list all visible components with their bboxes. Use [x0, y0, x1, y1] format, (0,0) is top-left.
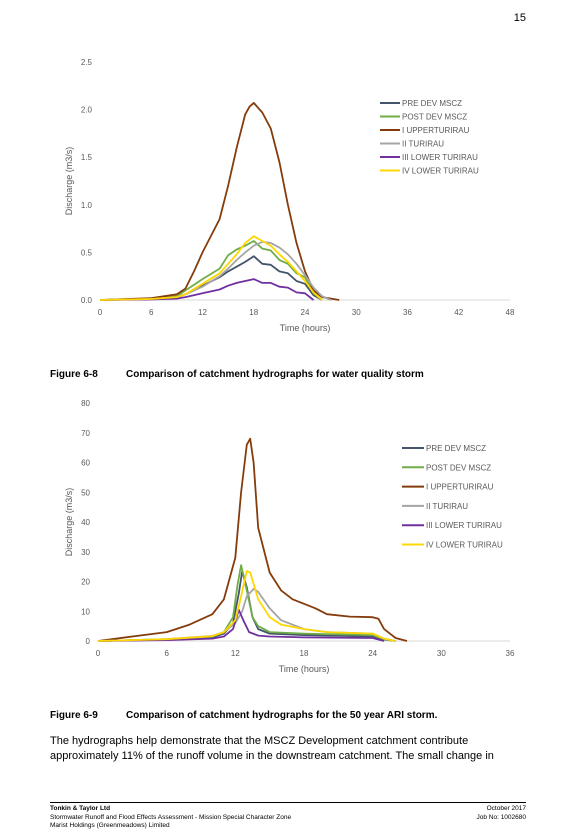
footer-date: October 2017 — [486, 805, 526, 812]
x-tick-label: 6 — [149, 308, 154, 317]
legend-label: PRE DEV MSCZ — [402, 99, 462, 108]
page-number: 15 — [513, 12, 526, 24]
legend-label: III LOWER TURIRAU — [426, 521, 502, 530]
x-tick-label: 12 — [231, 649, 240, 658]
y-axis-title: Discharge (m3/s) — [64, 147, 74, 216]
footer-left: Tonkin & Taylor Ltd Stormwater Runoff an… — [50, 805, 291, 831]
series-line — [99, 278, 315, 301]
y-tick-label: 1.0 — [81, 201, 93, 210]
y-tick-label: 0.5 — [81, 248, 93, 257]
legend-label: II TURIRAU — [402, 140, 444, 149]
chart-50yr-ari-storm: 0 10 20 30 40 50 60 70 80 0 6 12 18 24 30 36 Time (hours… — [64, 399, 515, 674]
y-tick-label: 30 — [81, 548, 90, 557]
x-tick-label: 0 — [96, 649, 101, 658]
x-tick-label: 30 — [437, 649, 446, 658]
x-tick-label: 48 — [506, 308, 515, 317]
x-axis-title: Time (hours) — [279, 664, 330, 674]
legend-label: PRE DEV MSCZ — [426, 444, 486, 453]
y-tick-label: 2.5 — [81, 58, 93, 67]
x-tick-label: 6 — [164, 649, 169, 658]
y-tick-label: 0.0 — [81, 296, 93, 305]
y-tick-label: 2.0 — [81, 106, 93, 115]
y-tick-label: 80 — [81, 399, 90, 408]
y-tick-label: 0 — [86, 637, 91, 646]
legend-label: I UPPERTURIRAU — [426, 483, 494, 492]
y-tick-label: 10 — [81, 607, 90, 616]
chart-water-quality-storm: 0.0 0.5 1.0 1.5 2.0 2.5 0 6 12 18 24 30 36 42 48 Time (… — [64, 58, 515, 333]
y-tick-label: 20 — [81, 578, 90, 587]
legend-label: POST DEV MSCZ — [426, 463, 491, 472]
x-tick-label: 0 — [98, 308, 103, 317]
x-axis-title: Time (hours) — [280, 323, 331, 333]
footer-company: Tonkin & Taylor Ltd — [50, 805, 111, 812]
body-paragraph: The hydrographs help demonstrate that th… — [50, 735, 494, 762]
legend-label: III LOWER TURIRAU — [402, 153, 478, 162]
series-line — [97, 564, 396, 642]
series-line — [99, 102, 340, 301]
footer-divider — [50, 802, 526, 803]
figure-caption: Figure 6-9 Comparison of catchment hydrog… — [50, 710, 437, 721]
legend-label: IV LOWER TURIRAU — [402, 167, 479, 176]
x-tick-label: 36 — [403, 308, 412, 317]
series-line — [99, 235, 323, 301]
series-line — [97, 570, 396, 642]
figure-caption-text: Comparison of catchment hydrographs for … — [126, 369, 424, 380]
legend-label: IV LOWER TURIRAU — [426, 541, 503, 550]
x-tick-label: 18 — [249, 308, 258, 317]
y-tick-label: 50 — [81, 488, 90, 497]
y-tick-label: 60 — [81, 459, 90, 468]
y-tick-label: 40 — [81, 518, 90, 527]
footer-report-title: Stormwater Runoff and Flood Effects Asse… — [50, 813, 292, 821]
y-tick-label: 1.5 — [81, 153, 93, 162]
footer-right: October 2017 Job No: 1002680 — [476, 805, 526, 822]
legend-label: I UPPERTURIRAU — [402, 126, 470, 135]
y-axis-title: Discharge (m3/s) — [64, 488, 74, 557]
legend-label: II TURIRAU — [426, 502, 468, 511]
x-tick-label: 18 — [300, 649, 309, 658]
y-tick-label: 70 — [81, 429, 90, 438]
series-line — [97, 570, 396, 642]
x-tick-label: 24 — [301, 308, 310, 317]
x-tick-label: 30 — [352, 308, 361, 317]
legend-label: POST DEV MSCZ — [402, 113, 467, 122]
x-tick-label: 12 — [198, 308, 207, 317]
x-tick-label: 24 — [368, 649, 377, 658]
figure-caption-text: Comparison of catchment hydrographs for … — [126, 710, 438, 721]
series-line — [97, 437, 408, 642]
series-line — [97, 608, 385, 642]
figure-caption: Figure 6-8 Comparison of catchment hydrog… — [50, 369, 424, 380]
footer-client: Marist Holdings (Greenmeadows) Limited — [50, 822, 170, 829]
x-tick-label: 42 — [454, 308, 463, 317]
figure-number: Figure 6-9 — [50, 710, 98, 721]
x-tick-label: 36 — [506, 649, 515, 658]
figure-number: Figure 6-8 — [50, 369, 98, 380]
footer-job-number: Job No: 1002680 — [476, 813, 526, 821]
